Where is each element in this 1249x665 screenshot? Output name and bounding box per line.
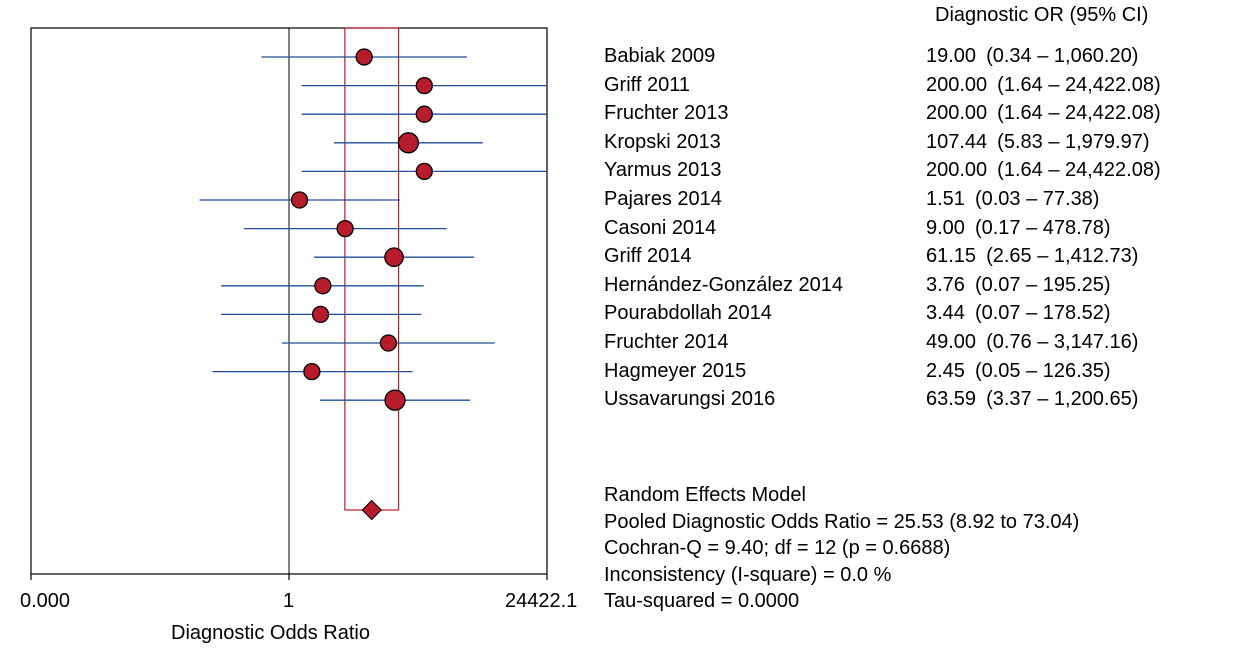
study-ci-value: (0.05 – 126.35) — [974, 359, 1111, 382]
study-or-value: 200.00 (1.64 – 24,422.08) — [926, 159, 1161, 182]
forest-plot — [30, 27, 548, 580]
study-name: Fruchter 2014 — [604, 331, 729, 353]
study-point — [415, 105, 433, 123]
x-tick-label: 0.000 — [20, 590, 71, 612]
study-point — [379, 334, 398, 352]
study-name: Casoni 2014 — [604, 216, 717, 239]
study-ci-value: (1.64 – 24,422.08) — [997, 159, 1161, 182]
study-point — [355, 48, 373, 66]
study-ci-value: (0.03 – 77.38) — [974, 188, 1100, 210]
study-name: Ussavarungsi 2016 — [604, 388, 776, 411]
study-ci-value: (0.07 – 195.25) — [974, 273, 1111, 296]
study-or-value: 3.76 (0.07 – 195.25) — [926, 273, 1111, 296]
pooled-diamond — [361, 499, 382, 521]
study-name: Griff 2014 — [604, 245, 692, 268]
study-name: Hagmeyer 2015 — [604, 359, 747, 382]
study-or-value: 200.00 (1.64 – 24,422.08) — [926, 73, 1161, 96]
study-ci-value: (1.64 – 24,422.08) — [997, 102, 1161, 125]
summary-cochran: Cochran-Q = 9.40; df = 12 (p = 0.6688) — [604, 537, 951, 559]
pooled-ci-box — [344, 27, 400, 511]
study-point — [397, 132, 420, 154]
study-ci-value: (2.65 – 1,412.73) — [986, 245, 1139, 268]
study-point — [311, 305, 330, 324]
or-column-header: Diagnostic OR (95% CI) — [935, 4, 1149, 26]
study-or-value: 1.51 (0.03 – 77.38) — [926, 188, 1100, 210]
summary-tau: Tau-squared = 0.0000 — [604, 590, 800, 612]
study-point — [336, 219, 354, 238]
summary-model: Random Effects Model — [604, 484, 806, 506]
summary-inconsistency: Inconsistency (I-square) = 0.0 % — [604, 563, 892, 586]
study-or-value: 200.00 (1.64 – 24,422.08) — [926, 102, 1161, 125]
study-point — [290, 191, 309, 209]
study-point — [384, 247, 404, 268]
study-ci-value: (0.34 – 1,060.20) — [986, 45, 1139, 67]
study-or-value: 2.45 (0.05 – 126.35) — [926, 359, 1111, 382]
study-name: Babiak 2009 — [604, 45, 716, 67]
study-name: Pourabdollah 2014 — [604, 302, 772, 325]
summary-block: Random Effects Model Pooled Diagnostic O… — [604, 482, 1079, 615]
study-name: Griff 2011 — [604, 73, 690, 96]
study-ci-value: (5.83 – 1,979.97) — [997, 130, 1150, 153]
study-or-value: 63.59 (3.37 – 1,200.65) — [926, 388, 1139, 411]
x-axis-label: Diagnostic Odds Ratio — [171, 622, 370, 644]
study-or-value: 9.00 (0.17 – 478.78) — [926, 216, 1111, 239]
study-ci-value: (0.76 – 3,147.16) — [986, 331, 1139, 353]
study-name: Yarmus 2013 — [604, 159, 722, 182]
study-ci-value: (0.07 – 178.52) — [974, 302, 1111, 325]
study-ci-value: (1.64 – 24,422.08) — [997, 73, 1161, 96]
study-or-value: 107.44 (5.83 – 1,979.97) — [926, 130, 1150, 153]
study-or-value: 61.15 (2.65 – 1,412.73) — [926, 245, 1139, 268]
study-name: Pajares 2014 — [604, 188, 722, 210]
study-point — [314, 277, 332, 295]
study-point — [303, 362, 321, 381]
x-tick-label: 24422.1 — [505, 590, 578, 612]
study-point — [415, 162, 433, 181]
study-point — [415, 76, 433, 95]
study-point — [384, 389, 406, 411]
study-or-value: 19.00 (0.34 – 1,060.20) — [926, 45, 1139, 67]
study-name: Fruchter 2013 — [604, 102, 729, 125]
summary-pooled: Pooled Diagnostic Odds Ratio = 25.53 (8.… — [604, 510, 1080, 533]
study-ci-value: (0.17 – 478.78) — [974, 216, 1111, 239]
x-tick-label: 1 — [283, 590, 295, 612]
study-ci-value: (3.37 – 1,200.65) — [986, 388, 1139, 411]
study-name: Kropski 2013 — [604, 130, 721, 153]
study-or-value: 49.00 (0.76 – 3,147.16) — [926, 331, 1139, 353]
study-name: Hernández-González 2014 — [604, 273, 844, 296]
study-or-value: 3.44 (0.07 – 178.52) — [926, 302, 1111, 325]
